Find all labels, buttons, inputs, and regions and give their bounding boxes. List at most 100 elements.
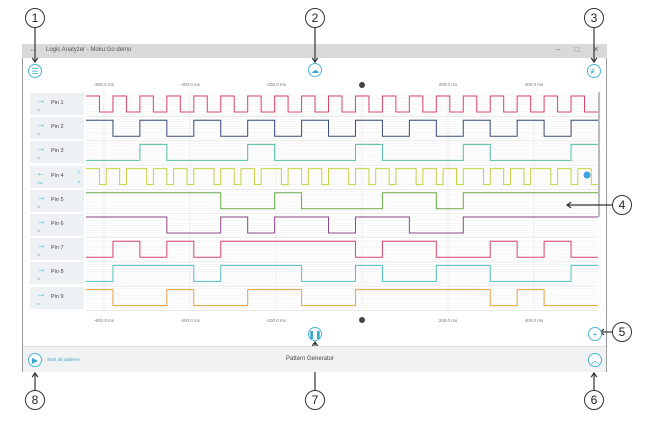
pin-label-9[interactable]: → Pin 9 In <box>30 286 84 309</box>
pause-button[interactable]: ❚❚ <box>308 327 322 341</box>
arrow-left-icon: ← <box>36 167 46 179</box>
arrow-right-icon: → <box>36 240 46 252</box>
callout-8: 8 <box>25 390 45 410</box>
back-arrow-icon[interactable]: ← <box>30 47 36 53</box>
expand-button[interactable]: ︿ <box>588 353 602 367</box>
vertical-scrollbar[interactable] <box>598 92 600 217</box>
arrow-right-icon: → <box>36 143 46 155</box>
hamburger-menu-icon: ☰ <box>31 66 39 76</box>
waveform-pin-7 <box>86 240 598 258</box>
pin-label-3[interactable]: → Pin 3 In <box>30 141 84 164</box>
callout-6: 6 <box>584 390 604 410</box>
time-tick-label: -200.0 ms <box>266 318 287 323</box>
pattern-generator-title: Pattern Generator <box>285 356 335 362</box>
callout-arrowhead <box>590 371 598 378</box>
time-tick-label: 400.0 ms <box>525 82 544 87</box>
arrow-right-icon: → <box>36 264 46 276</box>
callout-1: 1 <box>25 8 45 28</box>
pattern-generator-bar <box>23 346 606 372</box>
pin-direction: In <box>37 301 40 306</box>
arrow-right-icon: → <box>36 119 46 131</box>
time-tick-label: 200.0 ms <box>439 82 458 87</box>
play-icon: ▶ <box>31 355 39 365</box>
pin-name: Pin 2 <box>51 124 64 131</box>
callout-arrowhead <box>31 57 39 64</box>
waveform-pin-8 <box>86 264 598 282</box>
pin-name: Pin 7 <box>51 245 64 252</box>
start-all-label[interactable]: Start all patterns <box>47 357 80 362</box>
pin-label-5[interactable]: → Pin 5 In <box>30 189 84 212</box>
settings-button[interactable]: ≢ <box>587 64 601 78</box>
pin-direction: In <box>37 204 40 209</box>
callout-arrowhead <box>590 57 598 64</box>
pin-name: Pin 8 <box>51 269 64 276</box>
callout-3: 3 <box>584 8 604 28</box>
chevron-up-icon: ︿ <box>591 355 599 365</box>
waveform-pin-6 <box>86 216 598 234</box>
callout-4: 4 <box>612 195 632 215</box>
plus-icon: + <box>592 329 598 339</box>
pin-direction: In <box>37 277 40 282</box>
pin-label-6[interactable]: → Pin 6 In <box>30 214 84 236</box>
pin-name: Pin 3 <box>51 148 64 155</box>
pin-name: Pin 6 <box>51 221 64 227</box>
pause-icon: ❚❚ <box>308 329 322 339</box>
pin-direction: In <box>37 229 40 233</box>
callout-5: 5 <box>612 322 632 342</box>
start-all-button[interactable]: ▶ <box>28 353 42 367</box>
minimize-button[interactable]: – <box>555 45 561 54</box>
time-tick-label: -400.0 ms <box>180 82 201 87</box>
pin-direction: In <box>37 156 40 161</box>
maximize-button[interactable]: □ <box>574 45 580 54</box>
time-tick-label: -400.0 ms <box>180 318 201 323</box>
pin-label-2[interactable]: → Pin 2 In <box>30 117 84 140</box>
callout-arrowhead <box>31 371 39 378</box>
pin-label-1[interactable]: → Pin 1 In <box>30 93 84 115</box>
callout-2: 2 <box>305 8 325 28</box>
sliders-icon: ≢ <box>590 66 598 76</box>
pin-name: Pin 1 <box>51 100 64 106</box>
time-tick-label: -600.0 ms <box>94 318 115 323</box>
pin-direction: In <box>37 108 40 112</box>
menu-button[interactable]: ☰ <box>28 64 42 78</box>
callout-arrowhead <box>311 340 319 347</box>
time-marker-icon <box>359 317 365 323</box>
high-level: 1 <box>77 168 80 174</box>
pin-direction: Out <box>37 180 43 185</box>
waveform-pin-4 <box>86 168 598 186</box>
low-level: 0 <box>77 178 80 184</box>
arrow-right-icon: → <box>36 288 46 300</box>
callout-arrowhead <box>311 57 319 64</box>
app-window <box>22 44 607 372</box>
arrow-right-icon: → <box>36 191 46 203</box>
arrow-right-icon: → <box>36 95 46 106</box>
waveform-pin-9 <box>86 289 598 307</box>
time-tick-label: -200.0 ms <box>266 82 287 87</box>
window-title: Logic Analyzer - Moku:Go demo <box>46 47 132 53</box>
time-tick-label: -600.0 ms <box>94 82 115 87</box>
pin-name: Pin 4 <box>51 172 64 179</box>
waveform-pin-3 <box>86 143 598 161</box>
pin-direction: In <box>37 132 40 137</box>
waveform-pin-5 <box>86 192 598 210</box>
callout-7: 7 <box>305 390 325 410</box>
pin-label-8[interactable]: → Pin 8 In <box>30 262 84 285</box>
waveform-pin-1 <box>86 95 598 113</box>
cursor-handle[interactable] <box>583 171 591 179</box>
cloud-upload-icon: ☁ <box>311 65 319 75</box>
close-button[interactable]: ✕ <box>592 45 600 54</box>
arrow-right-icon: → <box>36 216 46 227</box>
waveform-pin-2 <box>86 119 598 137</box>
pin-direction: In <box>37 253 40 258</box>
time-tick-label: 200.0 ms <box>439 318 458 323</box>
export-button[interactable]: ☁ <box>308 63 322 77</box>
pin-name: Pin 9 <box>51 293 64 300</box>
pin-label-4[interactable]: ← Pin 4 Out 1 0 <box>30 165 84 188</box>
add-button[interactable]: + <box>588 327 602 341</box>
pin-label-7[interactable]: → Pin 7 In <box>30 238 84 261</box>
trigger-marker-icon <box>359 82 365 88</box>
time-tick-label: 400.0 ms <box>525 318 544 323</box>
pin-name: Pin 5 <box>51 196 64 203</box>
callout-arrowhead <box>565 201 572 209</box>
